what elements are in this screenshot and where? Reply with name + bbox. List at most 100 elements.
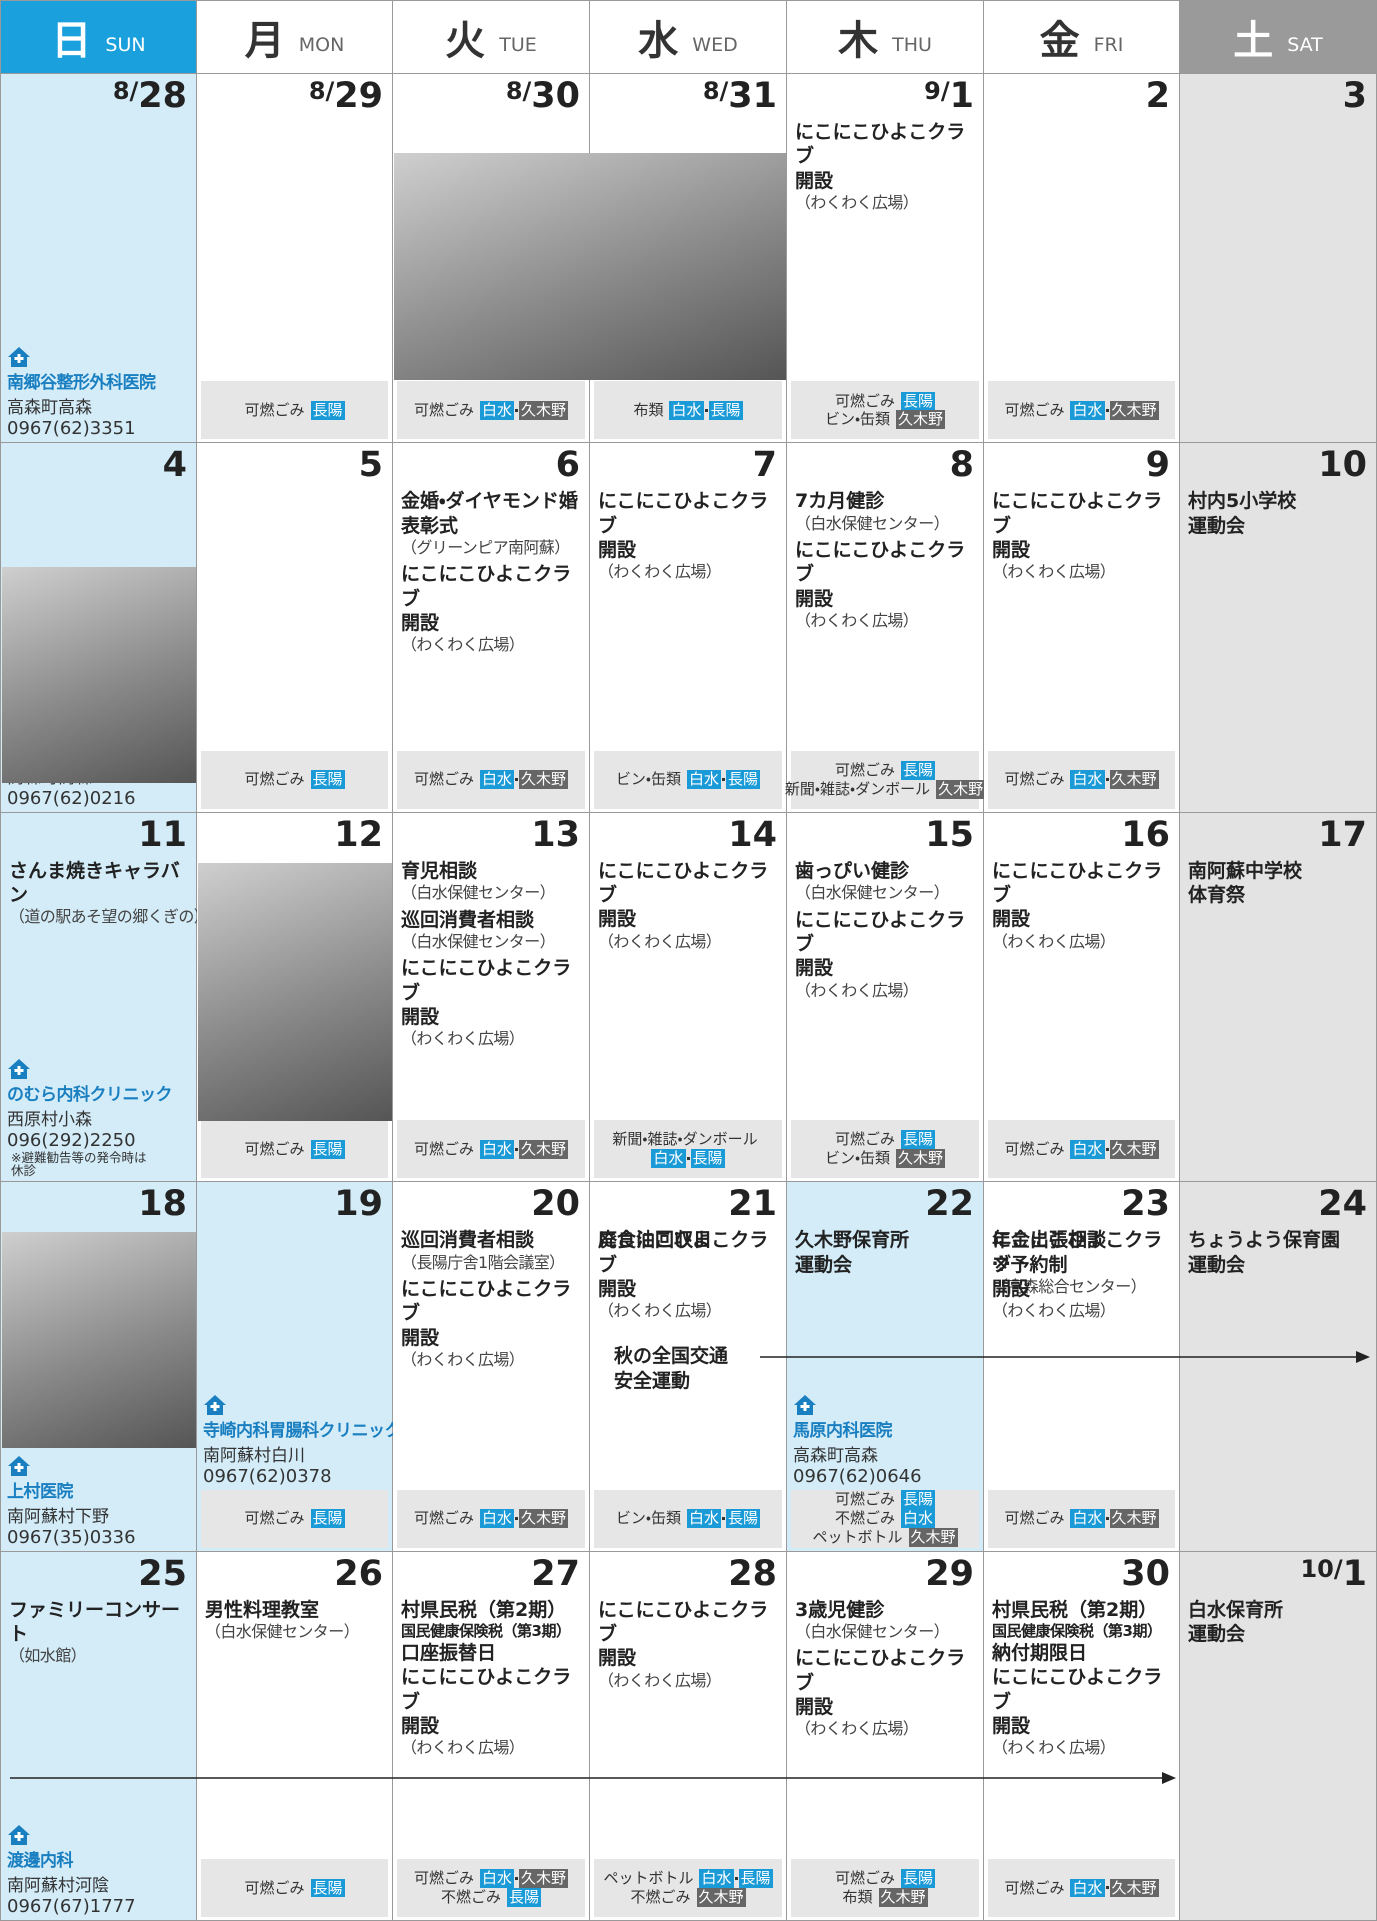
- area-tag: 長陽: [726, 1509, 761, 1528]
- event-title: 村県民税（第2期）: [401, 1598, 567, 1621]
- date-month: 10/: [1300, 1554, 1343, 1583]
- garbage-line: ビン・缶類 白水 長陽: [615, 770, 761, 790]
- event-note: （わくわく広場）: [992, 931, 1116, 951]
- garbage-box: ペットボトル 白水 長陽 不燃ごみ 久木野: [594, 1858, 782, 1917]
- event-note: （わくわく広場）: [992, 562, 1116, 582]
- area-tag: 長陽: [310, 1139, 345, 1159]
- events: ファミリーコンサート （如水館）: [9, 1598, 194, 1671]
- on-duty-clinic: のむら内科クリニック 西原村小森 096(292)2250 ※避難勧告等の発令時は 休…: [7, 1058, 194, 1179]
- event-title: にこにこひよこクラブ 開設: [795, 908, 966, 980]
- garbage-line: 布類 白水 長陽: [633, 401, 743, 420]
- tag-separator: [1105, 408, 1109, 412]
- date: 15: [925, 815, 974, 855]
- day-english: TUE: [499, 34, 537, 56]
- garbage-type: 布類: [633, 401, 664, 420]
- date-day: 28: [728, 1553, 777, 1594]
- day-cell: 15 歯っぴい健診 （白水保健センター） にこにこひよこクラブ 開設 （わくわく広場） 可…: [787, 812, 984, 1183]
- garbage-type: 可燃ごみ: [244, 1139, 305, 1158]
- date: 9/1: [924, 76, 974, 116]
- later-events: にこにこひよこクラブ 開設 （わくわく広場）: [992, 1228, 1177, 1325]
- tag-separator: [1105, 1886, 1109, 1890]
- garbage-type: 新聞・雑誌・ダンボール: [612, 1130, 758, 1149]
- date-day: 15: [925, 814, 974, 855]
- event-title: にこにこひよこクラブ 開設: [598, 859, 769, 931]
- events: 3歳児健診 （白水保健センター） にこにこひよこクラブ 開設 （わくわく広場）: [795, 1598, 981, 1744]
- clinic-icon: [8, 1824, 30, 1845]
- day-header: 火 TUE: [393, 0, 590, 74]
- clinic-address: 西原村小森: [7, 1109, 92, 1130]
- garbage-line: 可燃ごみ 長陽: [835, 1130, 936, 1150]
- garbage-type: 可燃ごみ: [1004, 1878, 1065, 1897]
- garbage-line: 可燃ごみ 白水 久木野: [413, 1869, 569, 1888]
- garbage-line: 可燃ごみ 白水 久木野: [1004, 1878, 1159, 1898]
- date-month: 9/: [924, 77, 950, 105]
- garbage-box: 可燃ごみ 長陽: [201, 1489, 388, 1548]
- area-tag: 長陽: [690, 1149, 725, 1168]
- garbage-line: 可燃ごみ 長陽: [244, 1509, 345, 1528]
- clinic-address: 南阿蘇村白川: [203, 1445, 305, 1466]
- event-note: （わくわく広場）: [401, 1738, 525, 1758]
- day-kanji: 日: [51, 18, 92, 64]
- day-cell: 26 男性料理教室 （白水保健センター） 可燃ごみ 長陽: [197, 1551, 393, 1921]
- day-header: 日 SUN: [0, 0, 197, 74]
- day-header: 月 MON: [197, 0, 393, 74]
- clinic-address: 南阿蘇村河陰: [7, 1875, 109, 1896]
- area-tag: 白水: [687, 1509, 722, 1528]
- clinic-icon: [8, 1455, 30, 1476]
- garbage-type: 可燃ごみ: [244, 1878, 305, 1897]
- date: 29: [925, 1554, 974, 1594]
- date: 27: [531, 1554, 580, 1594]
- date-day: 20: [531, 1184, 580, 1225]
- area-tag: 久木野: [519, 770, 569, 790]
- area-tag: 長陽: [901, 761, 936, 780]
- garbage-type: 可燃ごみ: [1004, 1509, 1065, 1528]
- area-tag: 白水: [479, 1869, 514, 1888]
- date-day: 21: [728, 1184, 777, 1225]
- garbage-box: 布類 白水 長陽: [594, 381, 782, 440]
- tag-separator: [704, 408, 708, 412]
- event-note: （わくわく広場）: [598, 1670, 722, 1690]
- date-day: 4: [162, 445, 187, 486]
- day-cell: 24 ちょうよう保育園 運動会: [1180, 1182, 1377, 1552]
- events: 村県民税（第2期） 国民健康保険税（第3期） 納付期限日 にこにこひよこクラブ 開設（…: [992, 1598, 1177, 1763]
- event-title: にこにこひよこクラブ 開設: [795, 539, 966, 610]
- event-title: 金婚・ダイヤモンド婚 表彰式: [401, 490, 578, 537]
- event-title: 村内5小学校 運動会: [1188, 490, 1297, 537]
- event-title: にこにこひよこクラブ 開設: [992, 1229, 1163, 1300]
- date-day: 14: [728, 814, 777, 855]
- day-kanji: 火: [445, 18, 486, 64]
- garbage-box: 可燃ごみ 白水 久木野: [397, 1120, 585, 1179]
- day-cell: 10 村内5小学校 運動会: [1180, 443, 1377, 813]
- date-month: 8/: [702, 77, 729, 105]
- events: にこにこひよこクラブ 開設 （わくわく広場）: [598, 1228, 784, 1325]
- day-cell: 17 南阿蘇中学校 体育祭: [1180, 812, 1377, 1183]
- event-note: （グリーンピア南阿蘇）: [401, 538, 570, 558]
- event-title: 口座振替日: [401, 1642, 497, 1665]
- area-tag: 久木野: [1109, 401, 1159, 420]
- event-note: （わくわく広場）: [598, 1301, 722, 1321]
- event-small: 国民健康保険税（第3期）: [401, 1621, 571, 1640]
- garbage-line: 可燃ごみ 長陽: [835, 1869, 936, 1888]
- day-english: WED: [692, 34, 738, 56]
- date-day: 12: [334, 814, 383, 855]
- tag-separator: [515, 1147, 518, 1151]
- day-header: 土 SAT: [1180, 0, 1377, 74]
- clinic-name: 南郷谷整形外科医院: [7, 373, 156, 394]
- tag-separator: [515, 1877, 518, 1881]
- garbage-line: 可燃ごみ 白水 久木野: [414, 1139, 569, 1159]
- garbage-line: 可燃ごみ 長陽: [244, 1878, 345, 1898]
- event-title: 育児相談: [401, 859, 478, 882]
- event-title: にこにこひよこクラブ 開設: [992, 1666, 1163, 1738]
- garbage-type: 不燃ごみ: [440, 1887, 501, 1906]
- date-day: 18: [138, 1184, 187, 1225]
- garbage-type: 可燃ごみ: [413, 1869, 474, 1888]
- date-day: 1: [1342, 1553, 1367, 1594]
- garbage-type: 新聞・雑誌・ダンボール: [784, 779, 931, 798]
- garbage-line: 可燃ごみ 長陽: [835, 761, 936, 780]
- on-duty-clinic: 馬原内科医院 高森町高森 0967(62)0646: [793, 1394, 981, 1487]
- garbage-type: ビン・缶類: [615, 770, 682, 789]
- event-title: にこにこひよこクラブ 開設: [401, 563, 572, 635]
- garbage-type: 可燃ごみ: [1004, 401, 1065, 420]
- date: 10: [1318, 445, 1367, 485]
